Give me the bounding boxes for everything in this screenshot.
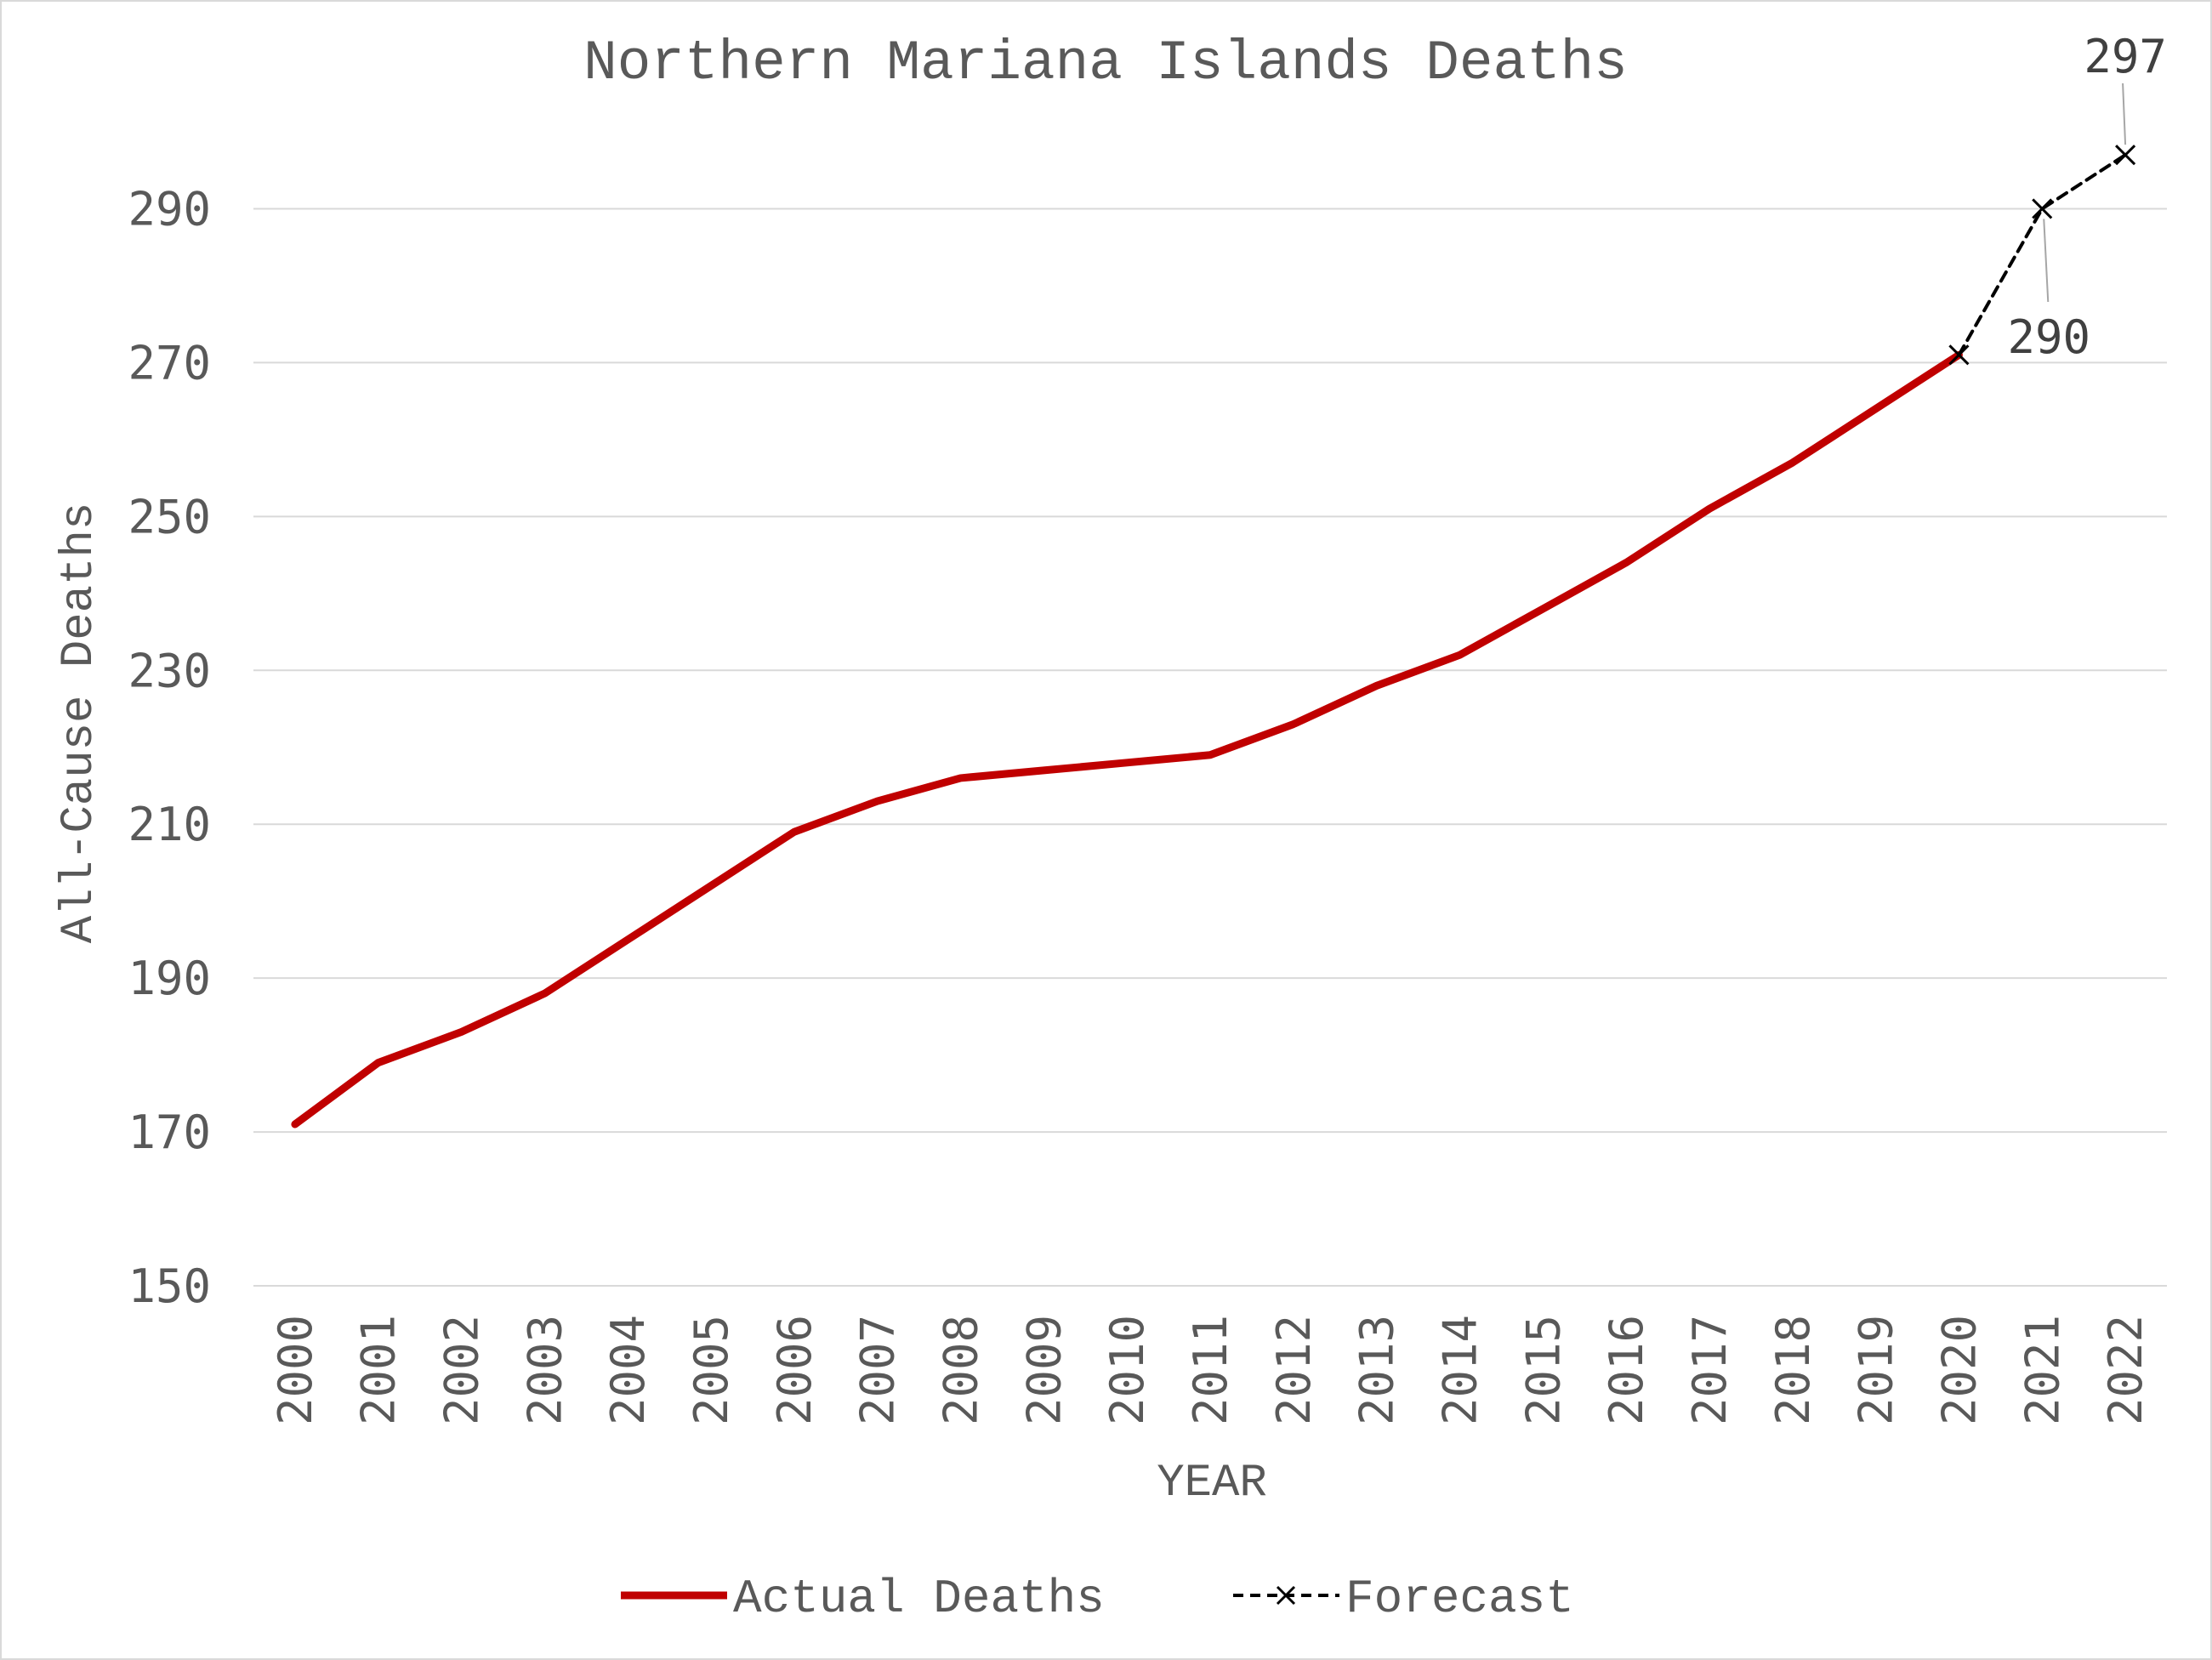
data-label-text: 290 [2007,310,2090,364]
x-tick-label: 2000 [269,1315,322,1425]
x-tick-label: 2016 [1600,1315,1653,1425]
x-tick-label: 2008 [935,1315,988,1425]
y-tick-label: 290 [128,182,211,236]
data-label: 297 [2084,30,2167,145]
x-tick-label: 2014 [1433,1315,1487,1425]
legend: Actual Deaths Forecast [621,1572,1574,1626]
x-tick-label: 2004 [601,1315,655,1425]
x-tick-label: 2015 [1516,1315,1570,1425]
data-point-marker [2032,198,2053,219]
y-tick-label: 190 [128,952,211,1005]
x-tick-label: 2009 [1017,1315,1071,1425]
data-annotations: 290 297 [2007,30,2166,364]
x-tick-label: 2018 [1766,1315,1820,1425]
x-tick-label: 2002 [435,1315,489,1425]
y-tick-label: 230 [128,644,211,697]
data-point-marker [1948,344,1970,366]
data-point-marker [2115,145,2136,166]
x-tick-label: 2001 [352,1315,406,1425]
x-tick-label: 2019 [1850,1315,1903,1425]
x-tick-label: 2010 [1100,1315,1154,1425]
x-tick-label: 2011 [1184,1315,1237,1425]
x-tick-label: 2021 [2016,1315,2069,1425]
legend-label: Forecast [1345,1572,1574,1626]
x-tick-label: 2006 [768,1315,822,1425]
x-tick-label: 2012 [1267,1315,1321,1425]
x-tick-label: 2017 [1683,1315,1737,1425]
x-tick-label: 2005 [685,1315,738,1425]
data-label: 290 [2007,219,2090,364]
x-tick-label: 2022 [2099,1315,2152,1425]
leader-line [2043,219,2050,303]
y-tick-label: 250 [128,490,211,543]
data-label-text: 297 [2084,30,2167,83]
x-tick-labels: 2000 2001 2002 2003 2004 2005 2006 2007 2008 2009… [269,1315,2152,1425]
x-axis-label: YEAR [1157,1458,1267,1509]
series-line [1957,153,2128,357]
legend-label: Actual Deaths [733,1572,1105,1626]
y-tick-label: 270 [128,336,211,389]
gridlines [253,208,2167,1287]
chart-title: Northern Mariana Islands Deaths [583,31,1628,95]
x-tick-label: 2013 [1351,1315,1404,1425]
x-tick-label: 2007 [851,1315,905,1425]
y-tick-labels: 150 170 190 210 230 250 270 290 [128,182,211,1313]
x-tick-label: 2003 [518,1315,571,1425]
y-tick-label: 170 [128,1106,211,1159]
series-group [291,145,2136,1128]
legend-entry: Actual Deaths [621,1572,1105,1626]
y-tick-label: 210 [128,798,211,851]
series-line [291,350,1963,1128]
leader-line [2122,82,2127,145]
x-tick-label: 2020 [1932,1315,1986,1425]
legend-entry: Forecast [1233,1572,1574,1626]
y-tick-label: 150 [128,1259,211,1313]
y-axis-label: All-Cause Deaths [54,503,105,943]
